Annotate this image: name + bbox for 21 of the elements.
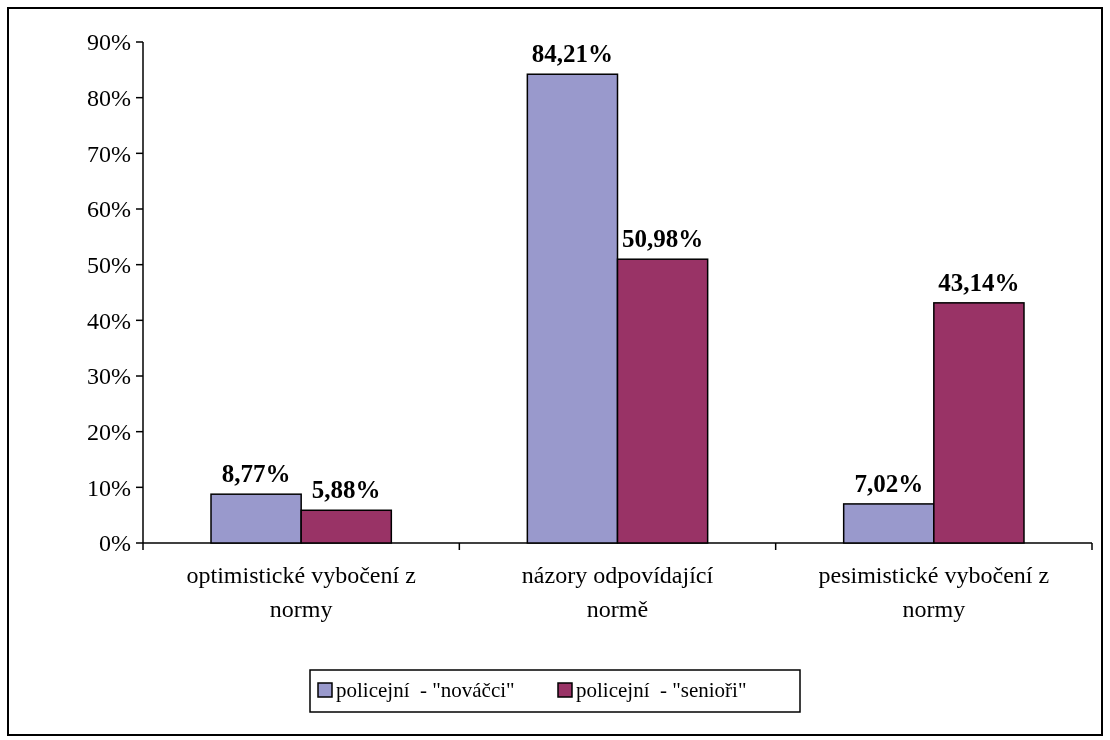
y-tick-label: 40%: [87, 307, 131, 334]
data-label: 50,98%: [621, 225, 704, 253]
y-tick-label: 80%: [87, 85, 131, 112]
y-tick-label: 90%: [87, 29, 131, 56]
data-label: 43,14%: [938, 268, 1020, 296]
y-tick-label: 60%: [87, 196, 131, 223]
data-label: 84,21%: [531, 40, 614, 68]
y-tick-label: 0%: [99, 530, 131, 557]
x-tick-label: názory odpovídající normě: [521, 562, 714, 622]
legend-label: policejní - "nováčci": [336, 678, 515, 703]
legend-label: policejní - "senioři": [576, 678, 747, 703]
y-tick-label: 10%: [87, 474, 131, 501]
data-label: 7,02%: [854, 469, 924, 497]
y-tick-label: 20%: [87, 419, 131, 446]
y-tick-label: 30%: [87, 363, 131, 390]
data-label: 5,88%: [311, 476, 381, 504]
x-tick-label: optimistické vybočení z normy: [186, 562, 416, 622]
x-tick-label: pesimistické vybočení z normy: [818, 562, 1050, 622]
y-tick-label: 70%: [87, 140, 131, 167]
data-label: 8,77%: [221, 460, 291, 488]
y-tick-label: 50%: [87, 252, 131, 279]
